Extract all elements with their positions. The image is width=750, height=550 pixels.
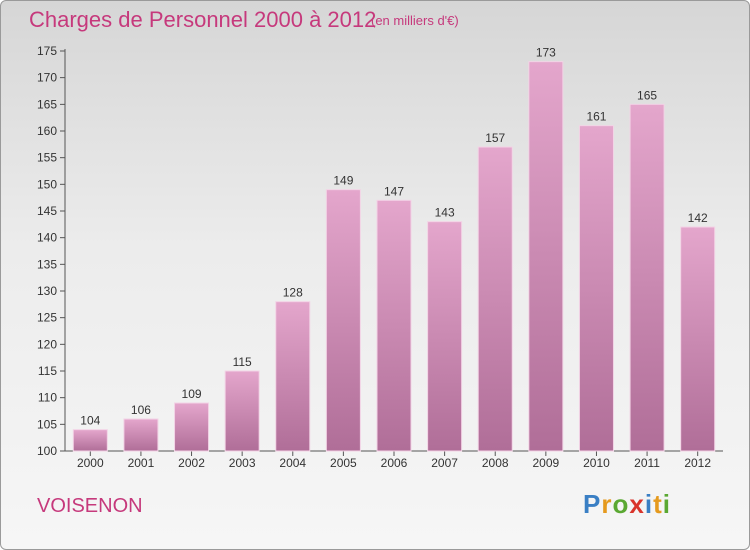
bar — [427, 221, 463, 452]
bar-value-label: 143 — [435, 206, 455, 220]
x-tick-label: 2003 — [229, 456, 256, 470]
y-tick-label: 120 — [37, 337, 57, 351]
y-tick-label: 160 — [37, 124, 57, 138]
x-tick-label: 2010 — [583, 456, 610, 470]
bar — [224, 370, 260, 452]
x-tick-label: 2000 — [77, 456, 104, 470]
y-tick-label: 170 — [37, 71, 57, 85]
y-tick-label: 125 — [37, 311, 57, 325]
bar — [72, 429, 108, 452]
bar-value-label: 115 — [233, 355, 252, 369]
x-tick-label: 2012 — [684, 456, 711, 470]
bar — [578, 125, 614, 452]
chart-title: Charges de Personnel 2000 à 2012 — [29, 7, 377, 32]
bar-value-label: 128 — [283, 286, 303, 300]
x-tick-label: 2001 — [128, 456, 155, 470]
commune-name: VOISENON — [37, 495, 143, 517]
y-tick-label: 130 — [37, 284, 57, 298]
y-tick-label: 115 — [38, 364, 57, 378]
x-tick-label: 2008 — [482, 456, 509, 470]
y-tick-label: 165 — [37, 97, 57, 111]
x-tick-label: 2005 — [330, 456, 357, 470]
bar-value-label: 149 — [333, 174, 353, 188]
bar — [174, 402, 210, 452]
chart-bars — [72, 61, 716, 452]
bar — [680, 226, 716, 452]
chart-data-labels: 104 106 109 115 128 149 147 143 157 173 161 165 142 — [80, 46, 708, 428]
bar-value-label: 161 — [586, 110, 606, 124]
y-tick-label: 155 — [37, 151, 57, 165]
bar — [325, 189, 361, 452]
y-tick-label: 110 — [38, 391, 57, 405]
y-tick-label: 145 — [37, 204, 57, 218]
y-tick-label: 140 — [37, 231, 57, 245]
chart-axes: 100 105 110 115 120 125 130 135 140 145 150 155 160 1… — [37, 44, 723, 470]
chart-unit: (en milliers d'€) — [371, 13, 459, 28]
y-tick-label: 100 — [37, 444, 57, 458]
x-tick-label: 2006 — [381, 456, 408, 470]
bar — [528, 61, 564, 452]
bar — [477, 146, 513, 452]
y-tick-label: 150 — [37, 177, 57, 191]
x-tick-label: 2004 — [279, 456, 306, 470]
bar — [376, 199, 412, 452]
proxiti-logo: Proxiti — [583, 489, 671, 519]
bar-value-label: 165 — [637, 88, 657, 102]
x-tick-label: 2011 — [634, 456, 660, 470]
x-tick-label: 2009 — [532, 456, 559, 470]
bar-value-label: 147 — [384, 184, 404, 198]
bar — [629, 103, 665, 452]
y-tick-label: 135 — [37, 257, 57, 271]
bar-value-label: 173 — [536, 46, 556, 60]
bar-value-label: 142 — [688, 211, 708, 225]
bar — [275, 301, 311, 452]
bar-value-label: 157 — [485, 131, 505, 145]
bar-value-label: 106 — [131, 403, 151, 417]
bar — [123, 418, 159, 452]
bar-value-label: 109 — [182, 387, 202, 401]
bar-value-label: 104 — [80, 414, 100, 428]
y-tick-label: 105 — [37, 417, 57, 431]
x-tick-label: 2002 — [178, 456, 205, 470]
x-tick-label: 2007 — [431, 456, 458, 470]
y-tick-label: 175 — [37, 44, 57, 58]
